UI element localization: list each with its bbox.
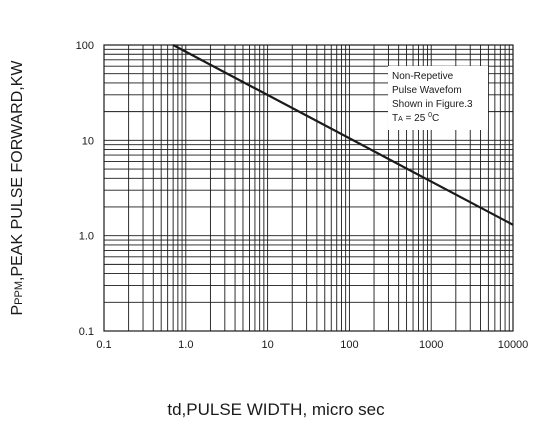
x-tick-label: 1.0: [178, 339, 193, 351]
y-tick-label: 100: [76, 40, 94, 52]
x-tick-label: 10: [261, 339, 273, 351]
annotation-box: [388, 66, 488, 130]
y-tick-label: 0.1: [79, 326, 94, 338]
annotation-line-3: Shown in Figure.3: [392, 99, 473, 110]
y-tick-label: 1.0: [79, 231, 94, 243]
x-tick-label: 0.1: [96, 339, 111, 351]
annotation-temperature: TA = 25 0C: [392, 112, 439, 124]
y-axis-label: PPPM,PEAK PULSE FORWARD,KW: [9, 60, 26, 316]
tick-labels: 0.1 1.0 10 100 1000 10000 0.1 1.0 10 100: [76, 40, 529, 351]
annotation-line-1: Non-Repetive: [392, 71, 454, 82]
grid: [104, 45, 513, 331]
y-tick-label: 10: [82, 135, 94, 147]
annotation: Non-Repetive Pulse Wavefom Shown in Figu…: [388, 66, 488, 130]
annotation-line-2: Pulse Wavefom: [392, 85, 462, 96]
x-tick-label: 1000: [419, 339, 443, 351]
x-axis-label: td,PULSE WIDTH, micro sec: [167, 400, 385, 419]
plot-frame: [103, 44, 514, 332]
x-tick-label: 100: [340, 339, 358, 351]
series-line: [172, 44, 514, 226]
x-tick-label: 10000: [498, 339, 529, 351]
